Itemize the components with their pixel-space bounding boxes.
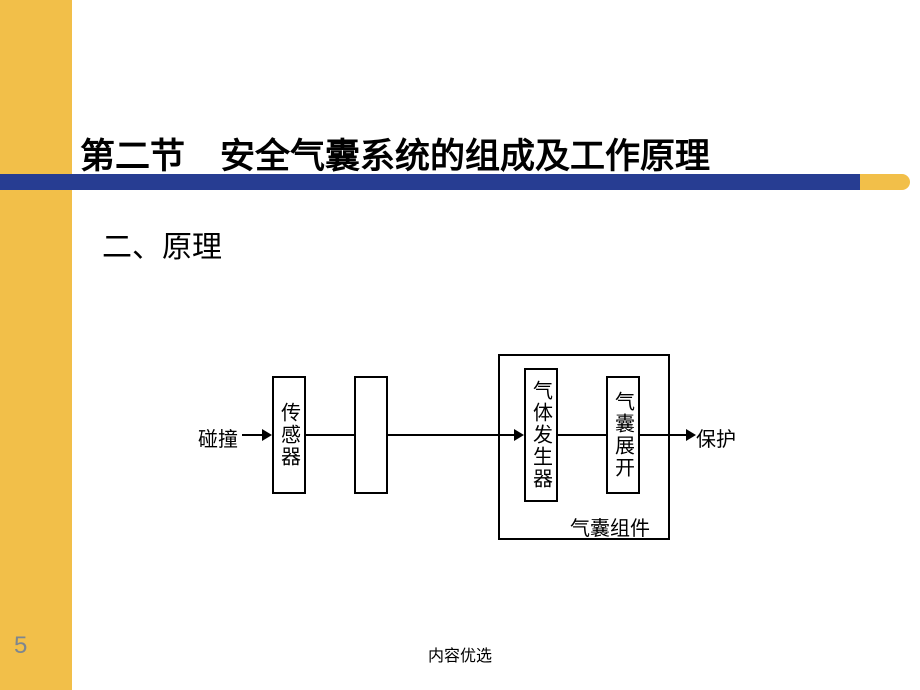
box-generator: 气体发生器 [524,368,558,502]
connector-line [640,434,686,436]
subsection-title: 二、原理 [102,222,222,266]
connector-line [242,434,262,436]
connector-line [306,434,354,436]
box-deploy: 气囊展开 [606,376,640,494]
underline-cap [860,174,910,190]
flow-diagram: 碰撞 保护 气囊组件 传感器 气体发生器 气囊展开 [198,348,758,558]
connector-line [388,434,514,436]
page-number: 5 [14,632,27,660]
footer-text: 内容优选 [428,642,492,666]
arrow-icon [514,429,524,441]
sidebar-accent [0,0,72,690]
label-output: 保护 [696,423,736,452]
box-sensor: 传感器 [272,376,306,494]
arrow-icon [262,429,272,441]
box-empty [354,376,388,494]
label-input: 碰撞 [198,423,238,452]
underline-main [0,174,860,190]
section-title: 第二节 安全气囊系统的组成及工作原理 [80,128,710,179]
arrow-icon [686,429,696,441]
connector-line [558,434,606,436]
title-underline [0,174,910,190]
